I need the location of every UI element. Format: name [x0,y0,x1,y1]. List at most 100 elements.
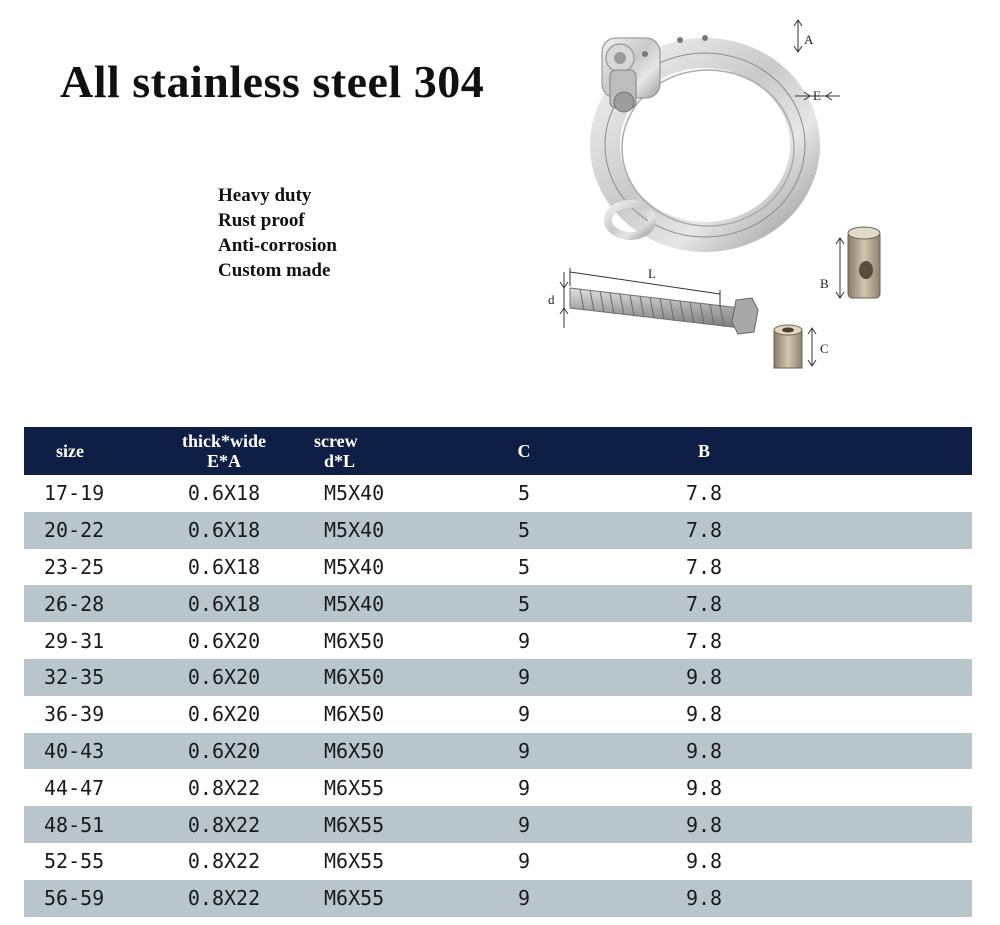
table-row: 32-35 0.6X20 M6X50 9 9.8 [24,658,972,696]
spec-table-container: size thick*wide E*A screw d*L C B 17-19 0… [24,427,972,917]
cell-b: 7.8 [574,511,834,549]
cell-screw: M6X55 [304,769,474,807]
cell-empty [834,622,972,659]
cell-thick-wide: 0.6X18 [144,548,304,586]
cell-screw: M5X40 [304,585,474,623]
cell-empty [834,806,972,843]
table-row: 29-31 0.6X20 M6X50 9 7.8 [24,622,972,659]
table-row: 40-43 0.6X20 M6X50 9 9.8 [24,732,972,770]
cell-screw: M6X55 [304,879,474,917]
cell-empty [834,695,972,733]
cell-c: 5 [474,585,574,623]
cell-screw: M6X55 [304,842,474,880]
cell-screw: M6X55 [304,806,474,843]
dimension-e: E [795,88,840,103]
cell-empty [834,475,972,512]
cell-size: 56-59 [24,879,144,917]
cell-thick-wide: 0.6X18 [144,585,304,623]
cell-thick-wide: 0.8X22 [144,879,304,917]
table-row: 52-55 0.8X22 M6X55 9 9.8 [24,842,972,880]
cell-c: 9 [474,658,574,696]
cell-empty [834,732,972,770]
cell-size: 40-43 [24,732,144,770]
header-c: C [474,427,574,475]
feature-list: Heavy duty Rust proof Anti-corrosion Cus… [218,183,337,283]
cell-b: 9.8 [574,769,834,807]
cell-thick-wide: 0.8X22 [144,769,304,807]
cell-b: 9.8 [574,732,834,770]
cell-c: 5 [474,511,574,549]
header-empty [834,427,972,475]
cell-b: 9.8 [574,806,834,843]
cell-empty [834,658,972,696]
table-row: 44-47 0.8X22 M6X55 9 9.8 [24,769,972,807]
cell-empty [834,769,972,807]
barrel-nut-drawing: B [820,226,881,299]
cell-b: 7.8 [574,585,834,623]
header-b: B [574,427,834,475]
cell-thick-wide: 0.6X20 [144,658,304,696]
cell-screw: M6X50 [304,622,474,659]
cell-thick-wide: 0.6X18 [144,475,304,512]
cell-c: 9 [474,695,574,733]
table-row: 36-39 0.6X20 M6X50 9 9.8 [24,695,972,733]
cell-size: 48-51 [24,806,144,843]
cell-c: 9 [474,842,574,880]
feature-item: Rust proof [218,210,305,231]
spec-table: size thick*wide E*A screw d*L C B 17-19 0… [24,427,972,917]
cell-c: 9 [474,622,574,659]
svg-text:L: L [648,266,656,281]
cell-size: 44-47 [24,769,144,807]
cell-empty [834,548,972,586]
feature-item: Custom made [218,260,331,281]
table-row: 23-25 0.6X18 M5X40 5 7.8 [24,548,972,586]
feature-item: Anti-corrosion [218,235,337,256]
header-screw: screw d*L [304,427,474,475]
clamp-illustration: A E L d [548,19,881,369]
cell-size: 36-39 [24,695,144,733]
cell-empty [834,842,972,880]
page-title: All stainless steel 304 [60,56,485,107]
table-row: 48-51 0.8X22 M6X55 9 9.8 [24,806,972,843]
cell-size: 17-19 [24,475,144,512]
cell-thick-wide: 0.8X22 [144,806,304,843]
bolt-drawing: L d [548,266,759,335]
cell-b: 7.8 [574,548,834,586]
svg-text:B: B [820,276,829,291]
cell-empty [834,879,972,917]
cell-c: 5 [474,548,574,586]
cell-thick-wide: 0.6X18 [144,511,304,549]
cell-c: 5 [474,475,574,512]
table-row: 56-59 0.8X22 M6X55 9 9.8 [24,879,972,917]
cell-thick-wide: 0.6X20 [144,622,304,659]
svg-text:A: A [804,32,814,47]
cell-screw: M5X40 [304,548,474,586]
cell-b: 7.8 [574,622,834,659]
cell-screw: M6X50 [304,658,474,696]
cell-b: 9.8 [574,879,834,917]
table-body: 17-19 0.6X18 M5X40 5 7.8 20-22 0.6X18 M5X40 5 7.8… [24,475,972,917]
cell-b: 9.8 [574,842,834,880]
clamp-band [590,35,820,252]
cell-thick-wide: 0.6X20 [144,732,304,770]
header-thick-wide: thick*wide E*A [144,427,304,475]
cell-thick-wide: 0.6X20 [144,695,304,733]
cell-thick-wide: 0.8X22 [144,842,304,880]
spacer-drawing: C [773,324,829,369]
table-header-row: size thick*wide E*A screw d*L C B [24,427,972,475]
cell-size: 32-35 [24,658,144,696]
cell-c: 9 [474,769,574,807]
cell-c: 9 [474,879,574,917]
cell-c: 9 [474,806,574,843]
header-size: size [24,427,144,475]
table-row: 20-22 0.6X18 M5X40 5 7.8 [24,511,972,549]
cell-empty [834,511,972,549]
cell-screw: M5X40 [304,475,474,512]
cell-size: 23-25 [24,548,144,586]
cell-screw: M5X40 [304,511,474,549]
svg-text:E: E [813,88,821,103]
table-row: 17-19 0.6X18 M5X40 5 7.8 [24,475,972,512]
svg-text:C: C [820,341,829,356]
cell-empty [834,585,972,623]
cell-size: 26-28 [24,585,144,623]
